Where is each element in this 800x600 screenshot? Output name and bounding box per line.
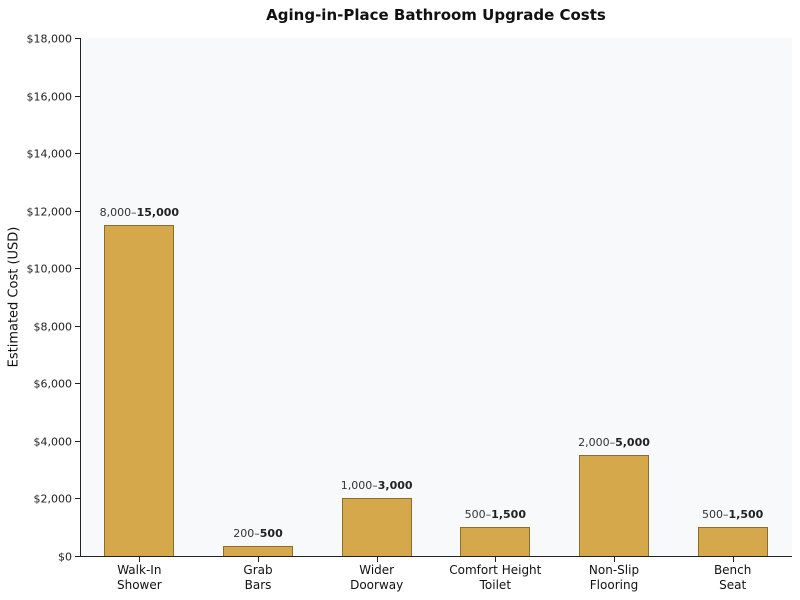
bar: [579, 455, 649, 557]
y-tick-mark: [75, 95, 80, 97]
x-axis-line: [80, 556, 792, 557]
y-tick-mark: [75, 210, 80, 212]
y-tick-label: $4,000: [33, 435, 73, 449]
x-tick-label: Grab Bars: [243, 563, 273, 592]
x-tick-mark: [495, 557, 497, 562]
y-tick-mark: [75, 556, 80, 557]
x-tick-mark: [614, 557, 615, 562]
y-axis-line: [80, 38, 81, 557]
y-tick-label: $18,000: [26, 32, 73, 46]
y-tick-mark: [75, 38, 80, 39]
x-tick-mark: [139, 557, 141, 562]
plot-area: [80, 38, 792, 556]
y-tick-label: $2,000: [33, 492, 73, 506]
y-tick-label: $14,000: [26, 147, 73, 161]
x-tick-label: Bench Seat: [713, 563, 752, 592]
y-tick-label: $10,000: [26, 262, 73, 276]
bar-value-label: 2,000–5,000: [578, 436, 650, 450]
bar: [104, 225, 175, 557]
bar-value-label: 1,000–3,000: [340, 479, 413, 493]
y-tick-label: $0: [58, 550, 72, 564]
y-tick-label: $8,000: [33, 320, 73, 334]
x-tick-mark: [376, 557, 378, 562]
x-tick-label: Comfort Height Toilet: [449, 563, 542, 592]
y-tick-mark: [75, 440, 80, 442]
y-tick-mark: [75, 498, 80, 500]
x-tick-label: Walk-In Shower: [116, 563, 162, 592]
bar-value-label: 200–500: [233, 526, 283, 540]
y-tick-label: $16,000: [26, 90, 73, 104]
chart-title: Aging-in-Place Bathroom Upgrade Costs: [266, 6, 606, 24]
y-tick-label: $12,000: [26, 205, 73, 219]
x-tick-label: Non-Slip Flooring: [588, 563, 640, 592]
x-tick-label: Wider Doorway: [350, 563, 404, 592]
bar-value-label: 500–1,500: [464, 508, 526, 522]
y-tick-mark: [75, 383, 80, 385]
bar-value-label: 8,000–15,000: [99, 206, 180, 220]
y-tick-mark: [75, 325, 80, 327]
y-tick-mark: [75, 268, 80, 270]
bar: [341, 498, 412, 557]
bar-value-label: 500–1,500: [702, 508, 764, 522]
y-tick-mark: [75, 153, 80, 155]
x-tick-mark: [258, 557, 259, 562]
bar: [697, 527, 768, 557]
y-axis-label: Estimated Cost (USD): [6, 226, 22, 368]
bar: [460, 527, 531, 557]
x-tick-mark: [732, 557, 734, 562]
y-tick-label: $6,000: [33, 377, 73, 391]
